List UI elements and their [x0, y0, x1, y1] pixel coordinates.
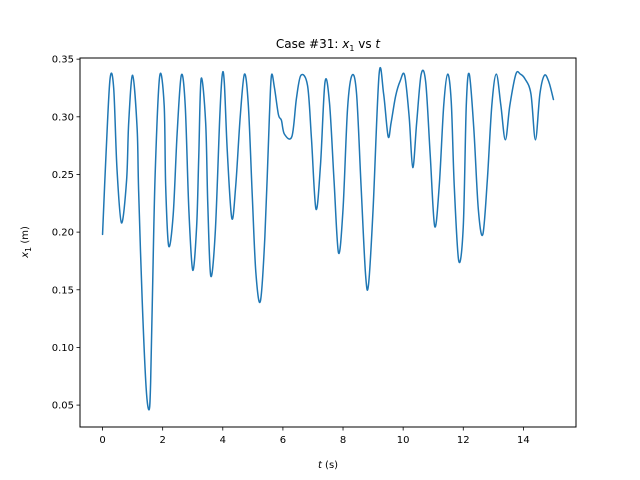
- x-tick-label: 12: [457, 435, 470, 446]
- x-axis-label: t (s): [318, 460, 338, 471]
- x-tick-label: 14: [517, 435, 530, 446]
- x-tick-label: 4: [220, 435, 226, 446]
- x-tick-label: 10: [397, 435, 410, 446]
- series-line: [101, 66, 555, 411]
- x-tick-label: 8: [340, 435, 346, 446]
- y-tick-label: 0.05: [52, 401, 74, 412]
- x-tick-label: 0: [99, 435, 105, 446]
- y-tick-label: 0.15: [52, 285, 74, 296]
- chart-title: Case #31: x1 vs t: [276, 37, 382, 53]
- y-axis-label: x1 (m): [20, 226, 33, 259]
- y-tick-label: 0.10: [52, 343, 74, 354]
- x-tick-label: 6: [280, 435, 286, 446]
- x-tick-label: 2: [159, 435, 165, 446]
- series-layer: [101, 66, 555, 411]
- y-tick-label: 0.35: [52, 55, 74, 66]
- y-tick-label: 0.25: [52, 170, 74, 181]
- y-axis-ticks: 0.05 0.10 0.15 0.20 0.25 0.30 0.35: [52, 55, 80, 412]
- y-tick-label: 0.30: [52, 112, 74, 123]
- x-axis-ticks: 0 2 4 6 8 10 12 14: [99, 427, 530, 446]
- plot-frame: [79, 57, 577, 428]
- y-tick-label: 0.20: [52, 228, 74, 239]
